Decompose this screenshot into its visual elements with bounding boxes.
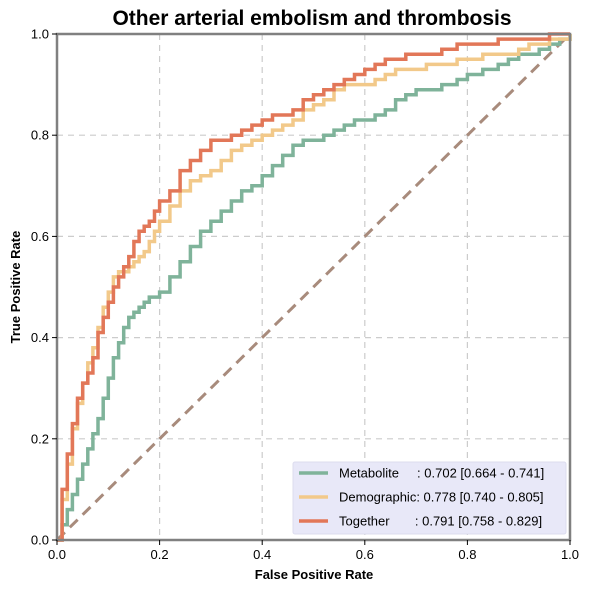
legend-box: [292, 461, 567, 535]
series-line-together: [57, 32, 570, 542]
x-tick-label: 0.4: [253, 547, 271, 562]
series-lines: [57, 32, 572, 542]
x-tick-label: 0.0: [48, 547, 66, 562]
chart-title: Other arterial embolism and thrombosis: [112, 7, 511, 30]
y-tick-label: 0.4: [31, 330, 49, 345]
x-axis-label: False Positive Rate: [255, 567, 374, 582]
grid: [57, 34, 570, 540]
series-line-metabolite: [57, 34, 572, 542]
y-tick-label: 0.8: [31, 128, 49, 143]
y-tick-label: 0.2: [31, 431, 49, 446]
legend-label-demographic: Demographic: 0.778 [0.740 - 0.805]: [339, 490, 544, 505]
x-axis-ticks: 0.0 0.2 0.4 0.6 0.8 1.0: [48, 540, 579, 562]
y-tick-label: 1.0: [31, 27, 49, 42]
diagonal-line: [55, 32, 572, 542]
x-tick-label: 0.8: [458, 547, 476, 562]
legend: Metabolite : 0.702 [0.664 - 0.741] Demogr…: [292, 461, 567, 535]
legend-label-metabolite: Metabolite : 0.702 [0.664 - 0.741]: [339, 466, 544, 481]
x-tick-label: 1.0: [561, 547, 579, 562]
y-tick-label: 0.6: [31, 229, 49, 244]
diagonal-reference: [55, 32, 572, 542]
x-tick-label: 0.6: [356, 547, 374, 562]
y-axis-ticks: 0.0 0.2 0.4 0.6 0.8 1.0: [31, 27, 57, 548]
y-axis-label: True Positive Rate: [8, 231, 23, 344]
plot-frame: [55, 32, 572, 542]
legend-label-together: Together : 0.791 [0.758 - 0.829]: [339, 514, 542, 529]
y-tick-label: 0.0: [31, 533, 49, 548]
x-tick-label: 0.2: [151, 547, 169, 562]
